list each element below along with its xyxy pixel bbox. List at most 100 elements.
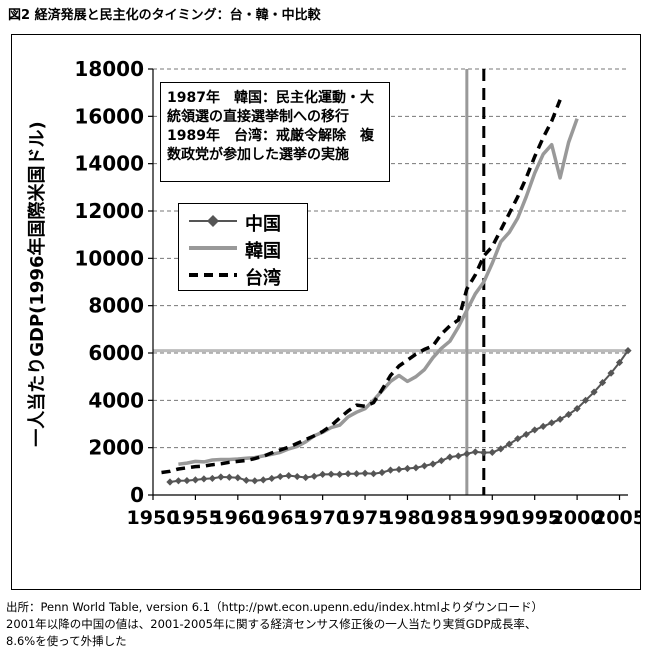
data-point-china-1975 [361,469,369,477]
data-point-china-1986 [454,452,462,460]
data-point-china-1952 [166,478,174,486]
y-tick-label-10000: 10000 [74,246,144,270]
data-point-china-2004 [607,369,615,377]
data-point-china-1976 [369,470,378,478]
data-point-china-1955 [191,476,200,484]
y-tick-label-12000: 12000 [74,199,144,223]
data-point-china-1978 [386,466,395,474]
legend-label-taiwan: 台湾 [245,268,281,289]
annotation-line-3: 1989年 台湾：戒厳令解除 複 [167,128,374,144]
data-point-china-1961 [242,476,250,484]
data-point-china-1996 [539,422,547,430]
x-tick-label-1990: 1990 [466,507,519,529]
data-point-china-1973 [344,470,352,478]
data-point-china-1960 [234,474,242,482]
data-point-china-2002 [590,388,598,396]
data-point-china-1953 [174,477,183,485]
data-point-china-1962 [251,477,259,485]
annotation-box: 1987年 韓国：民主化運動・大 統領選の直接選挙制への移行 1989年 台湾：… [160,82,390,182]
data-point-china-1983 [429,460,437,468]
data-point-china-1997 [548,419,556,427]
extrapolation-note-1: 2001年以降の中国の値は、2001-2005年に関する経済センサス修正後の一人… [6,617,537,631]
data-point-china-1977 [378,468,386,477]
x-tick-label-1980: 1980 [381,507,434,529]
data-point-china-2000 [573,405,581,413]
data-point-china-1958 [217,473,225,481]
data-point-china-1990 [488,448,496,456]
legend-swatch-china [189,215,237,227]
y-tick-label-16000: 16000 [74,104,144,128]
y-tick-label-8000: 8000 [88,294,144,318]
legend: 中国 韓国 台湾 [178,203,308,291]
annotation-line-4: 数政党が参加した選挙の実施 [167,147,349,163]
data-point-china-1957 [208,474,216,483]
data-point-china-1994 [522,430,530,439]
series-line-taiwan [161,99,562,475]
data-point-china-1959 [225,473,233,481]
data-point-china-1995 [531,426,539,434]
data-point-china-1967 [293,472,301,481]
data-point-china-1971 [327,470,335,478]
data-point-china-1964 [268,474,276,483]
data-point-china-2005 [615,358,624,367]
y-tick-label-6000: 6000 [88,341,144,365]
data-point-china-1954 [183,476,191,485]
data-point-china-1988 [471,448,479,456]
y-axis-label-wrap: 一人当たりGDP(1996年国際米国ドル) [14,74,58,494]
y-tick-label-14000: 14000 [74,152,144,176]
data-point-china-1956 [200,475,208,483]
x-tick-label-1950: 1950 [127,507,180,529]
data-point-china-1993 [514,435,522,443]
data-point-china-1965 [276,472,284,481]
data-point-china-2001 [581,396,590,404]
x-tick-label-1970: 1970 [296,507,349,529]
data-point-china-1970 [319,470,327,479]
legend-label-korea: 韓国 [245,241,281,262]
y-tick-label-2000: 2000 [88,436,144,460]
data-point-china-1980 [403,464,412,473]
y-tick-label-0: 0 [130,483,144,507]
x-tick-label-2005: 2005 [593,507,641,529]
annotation-line-1: 1987年 韓国：民主化運動・大 [167,90,374,106]
y-axis-label: 一人当たりGDP(1996年国際米国ドル) [27,121,48,447]
legend-label-china: 中国 [245,214,281,235]
data-point-china-2006 [624,347,632,355]
extrapolation-note-2: 8.6%を使って外挿した [6,634,127,648]
data-point-china-1966 [285,471,293,480]
data-point-china-1963 [259,476,267,484]
data-point-china-1985 [446,453,454,461]
data-point-china-1984 [437,457,445,465]
y-tick-labels: 0 2000 4000 6000 8000 10000 12000 14000 16000 180… [74,57,144,507]
data-point-china-1982 [420,462,429,470]
data-point-china-2003 [598,378,607,387]
legend-item-taiwan: 台湾 [187,262,305,289]
series-line-korea [178,118,579,466]
data-point-china-1989 [480,449,488,457]
data-point-china-1969 [310,472,318,480]
x-tick-label-1965: 1965 [254,507,307,529]
data-point-china-1972 [336,470,344,479]
x-tick-label-1995: 1995 [508,507,561,529]
legend-item-china: 中国 [187,208,305,235]
source-note: 出所：Penn World Table, version 6.1（http://… [6,600,544,614]
y-tick-label-4000: 4000 [88,388,144,412]
data-point-china-1987 [463,450,471,458]
legend-swatch-korea [189,246,237,250]
legend-swatch-taiwan [189,273,237,277]
data-point-china-1974 [352,470,361,478]
data-point-china-1991 [497,445,505,453]
series-lines [161,99,632,486]
y-tick-label-18000: 18000 [74,57,144,81]
x-tick-label-1960: 1960 [211,507,264,529]
x-tick-label-1985: 1985 [423,507,476,529]
annotation-line-2: 統領選の直接選挙制への移行 [167,109,349,125]
data-point-china-1981 [412,464,420,472]
chart-svg: 0 2000 4000 6000 8000 10000 12000 14000 16000 180… [74,57,641,529]
data-point-china-1968 [302,473,310,482]
x-tick-label-1955: 1955 [169,507,222,529]
data-point-china-1992 [505,440,513,448]
x-tick-labels: 1950195519601965197019751980198519901995… [127,507,641,529]
data-point-china-1979 [395,465,403,474]
axes [148,68,628,500]
chart-frame [11,34,641,590]
